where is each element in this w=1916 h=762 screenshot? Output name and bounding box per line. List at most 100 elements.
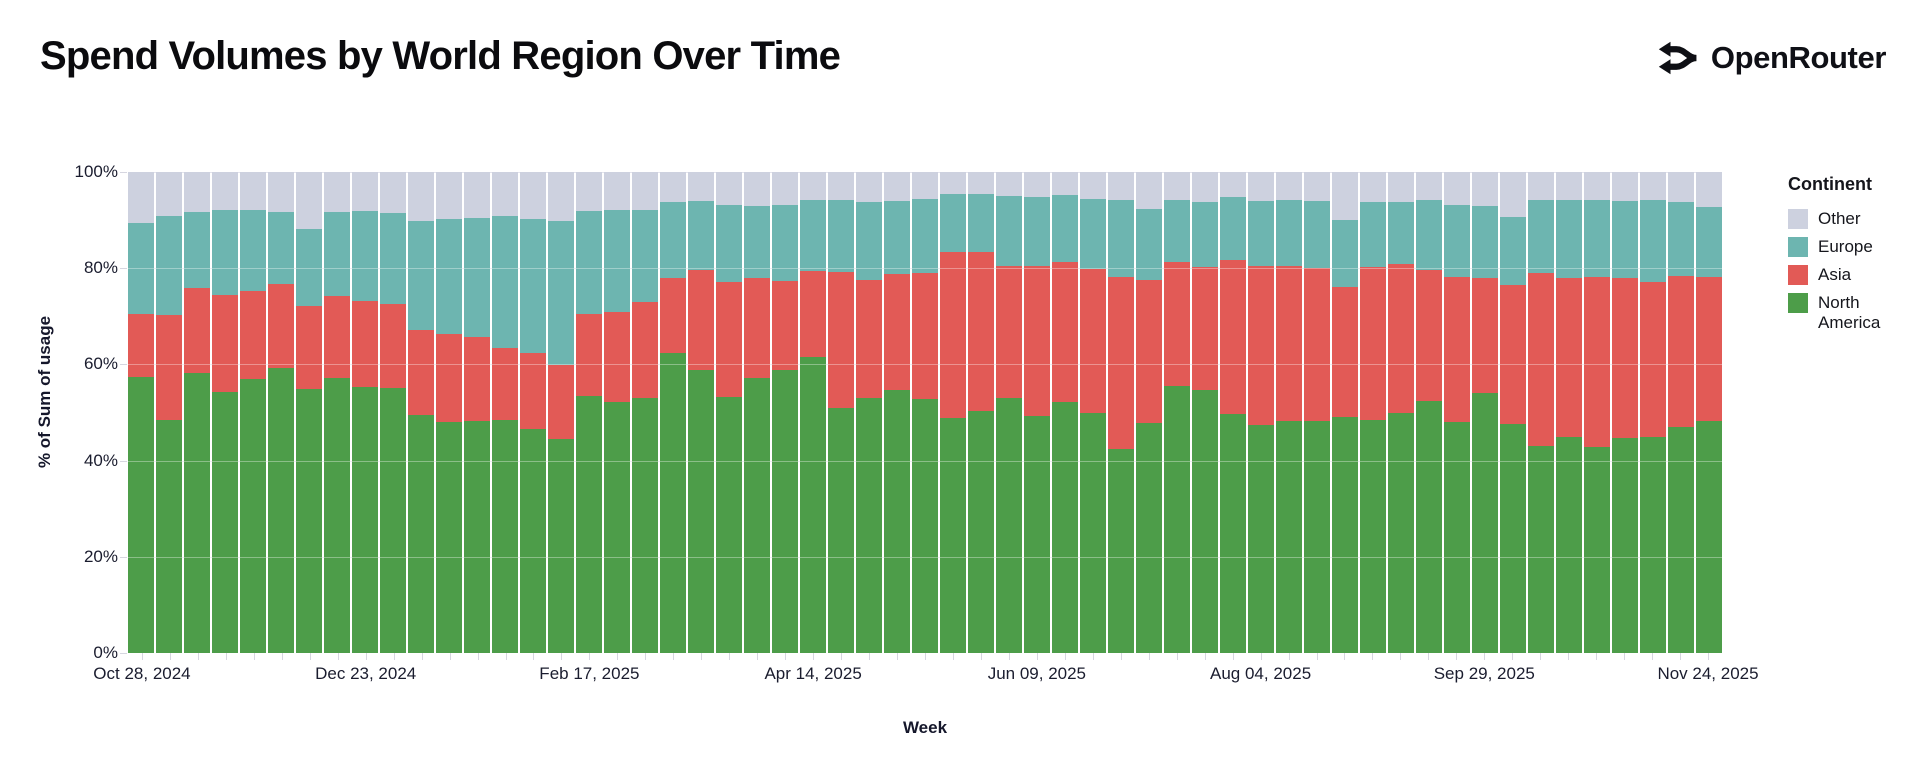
segment-asia[interactable] xyxy=(128,313,154,377)
segment-north-america[interactable] xyxy=(912,398,938,653)
segment-north-america[interactable] xyxy=(212,391,238,653)
segment-north-america[interactable] xyxy=(1444,421,1470,653)
segment-north-america[interactable] xyxy=(856,397,882,653)
segment-asia[interactable] xyxy=(408,329,434,415)
segment-other[interactable] xyxy=(548,172,574,222)
bar-week-Mar-17-2025[interactable] xyxy=(688,172,714,653)
segment-asia[interactable] xyxy=(1024,266,1050,416)
segment-europe[interactable] xyxy=(632,209,658,302)
segment-other[interactable] xyxy=(492,172,518,217)
segment-north-america[interactable] xyxy=(1136,422,1162,653)
bar-week-Dec-30-2024[interactable] xyxy=(380,172,406,653)
segment-other[interactable] xyxy=(1080,172,1106,199)
segment-asia[interactable] xyxy=(1332,286,1358,418)
segment-asia[interactable] xyxy=(436,334,462,423)
segment-other[interactable] xyxy=(884,172,910,201)
segment-north-america[interactable] xyxy=(1584,447,1610,653)
bar-week-Apr-21-2025[interactable] xyxy=(828,172,854,653)
segment-europe[interactable] xyxy=(1052,194,1078,263)
segment-north-america[interactable] xyxy=(968,411,994,653)
segment-asia[interactable] xyxy=(1304,268,1330,421)
segment-europe[interactable] xyxy=(548,221,574,366)
segment-asia[interactable] xyxy=(548,365,574,439)
segment-europe[interactable] xyxy=(1388,201,1414,264)
bar-week-Feb-24-2025[interactable] xyxy=(604,172,630,653)
segment-asia[interactable] xyxy=(1108,276,1134,449)
segment-other[interactable] xyxy=(1556,172,1582,201)
segment-europe[interactable] xyxy=(464,218,490,338)
segment-north-america[interactable] xyxy=(1276,421,1302,653)
segment-other[interactable] xyxy=(1696,172,1722,208)
segment-asia[interactable] xyxy=(1164,262,1190,387)
segment-europe[interactable] xyxy=(408,221,434,330)
segment-europe[interactable] xyxy=(1192,201,1218,267)
segment-north-america[interactable] xyxy=(324,378,350,653)
segment-asia[interactable] xyxy=(1360,267,1386,421)
segment-other[interactable] xyxy=(744,172,770,207)
segment-asia[interactable] xyxy=(604,312,630,402)
segment-asia[interactable] xyxy=(912,273,938,399)
segment-north-america[interactable] xyxy=(1388,412,1414,653)
segment-asia[interactable] xyxy=(324,296,350,379)
segment-other[interactable] xyxy=(1052,172,1078,195)
segment-europe[interactable] xyxy=(1696,207,1722,278)
segment-europe[interactable] xyxy=(1164,200,1190,263)
segment-europe[interactable] xyxy=(1220,197,1246,261)
segment-other[interactable] xyxy=(1388,172,1414,202)
bar-week-Feb-10-2025[interactable] xyxy=(548,172,574,653)
segment-north-america[interactable] xyxy=(1248,424,1274,653)
segment-asia[interactable] xyxy=(1612,278,1638,439)
bar-week-Jun-02-2025[interactable] xyxy=(996,172,1022,653)
bar-week-Jun-30-2025[interactable] xyxy=(1108,172,1134,653)
bar-week-Jan-13-2025[interactable] xyxy=(436,172,462,653)
segment-north-america[interactable] xyxy=(1360,420,1386,653)
segment-europe[interactable] xyxy=(828,200,854,272)
bar-week-May-26-2025[interactable] xyxy=(968,172,994,653)
segment-other[interactable] xyxy=(772,172,798,206)
bar-week-Aug-25-2025[interactable] xyxy=(1332,172,1358,653)
bar-week-Sep-15-2025[interactable] xyxy=(1416,172,1442,653)
segment-europe[interactable] xyxy=(912,199,938,274)
bar-week-May-12-2025[interactable] xyxy=(912,172,938,653)
segment-asia[interactable] xyxy=(1416,270,1442,401)
segment-other[interactable] xyxy=(1360,172,1386,202)
segment-other[interactable] xyxy=(912,172,938,200)
bar-week-Dec-02-2024[interactable] xyxy=(268,172,294,653)
segment-other[interactable] xyxy=(576,172,602,211)
segment-europe[interactable] xyxy=(744,206,770,278)
segment-other[interactable] xyxy=(296,172,322,230)
segment-asia[interactable] xyxy=(184,288,210,373)
segment-other[interactable] xyxy=(716,172,742,206)
segment-other[interactable] xyxy=(1640,172,1666,201)
segment-asia[interactable] xyxy=(1640,281,1666,438)
segment-europe[interactable] xyxy=(1444,205,1470,277)
segment-north-america[interactable] xyxy=(828,407,854,653)
segment-europe[interactable] xyxy=(856,201,882,281)
segment-north-america[interactable] xyxy=(1500,424,1526,653)
segment-other[interactable] xyxy=(856,172,882,202)
bar-week-May-05-2025[interactable] xyxy=(884,172,910,653)
segment-north-america[interactable] xyxy=(464,421,490,653)
segment-asia[interactable] xyxy=(1220,260,1246,414)
segment-asia[interactable] xyxy=(716,282,742,398)
segment-europe[interactable] xyxy=(1332,220,1358,287)
segment-other[interactable] xyxy=(380,172,406,214)
segment-other[interactable] xyxy=(184,172,210,212)
segment-europe[interactable] xyxy=(800,199,826,272)
segment-north-america[interactable] xyxy=(996,397,1022,653)
segment-north-america[interactable] xyxy=(1668,426,1694,653)
segment-north-america[interactable] xyxy=(1052,401,1078,653)
bar-week-May-19-2025[interactable] xyxy=(940,172,966,653)
segment-asia[interactable] xyxy=(1136,280,1162,423)
segment-north-america[interactable] xyxy=(156,420,182,653)
segment-north-america[interactable] xyxy=(1556,437,1582,653)
segment-asia[interactable] xyxy=(380,303,406,389)
bar-week-Nov-24-2025[interactable] xyxy=(1696,172,1722,653)
segment-europe[interactable] xyxy=(1500,217,1526,285)
bar-week-Nov-25-2024[interactable] xyxy=(240,172,266,653)
bar-week-Jan-06-2025[interactable] xyxy=(408,172,434,653)
segment-europe[interactable] xyxy=(660,201,686,278)
segment-asia[interactable] xyxy=(492,347,518,420)
segment-other[interactable] xyxy=(1500,172,1526,218)
segment-other[interactable] xyxy=(1612,172,1638,202)
